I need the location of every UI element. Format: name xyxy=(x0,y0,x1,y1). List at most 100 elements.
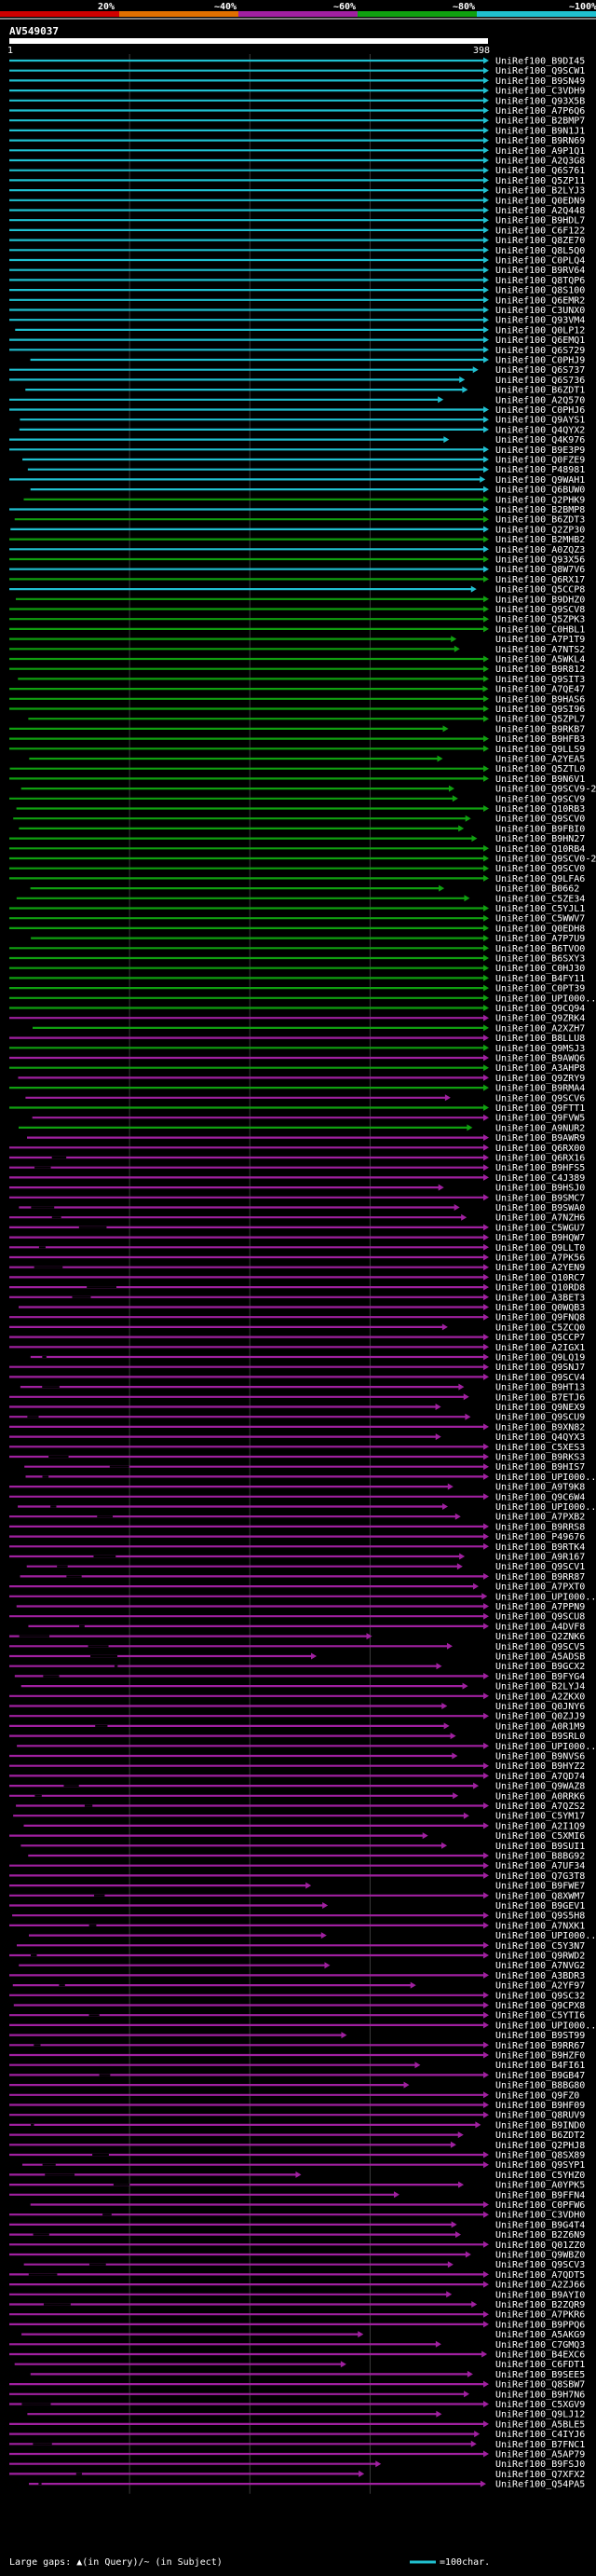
hit-label[interactable]: UniRef100_Q5CCP7 xyxy=(495,1333,585,1343)
hit-label[interactable]: UniRef100_B2LYJ3 xyxy=(495,186,585,197)
hit-label[interactable]: UniRef100_B9RN69 xyxy=(495,136,585,146)
hit-label[interactable]: UniRef100_C0PHJ9 xyxy=(495,356,585,366)
hit-label[interactable]: UniRef100_B9SUI1 xyxy=(495,1842,585,1852)
hit-label[interactable]: UniRef100_Q9LLS9 xyxy=(495,745,585,755)
hit-label[interactable]: UniRef100_Q9SCV3 xyxy=(495,2260,585,2270)
hit-label[interactable]: UniRef100_A9NUR2 xyxy=(495,1123,585,1133)
hit-label[interactable]: UniRef100_Q5CCP8 xyxy=(495,585,585,596)
hit-label[interactable]: UniRef100_C0PHJ6 xyxy=(495,405,585,416)
hit-label[interactable]: UniRef100_A7UF34 xyxy=(495,1861,585,1871)
hit-label[interactable]: UniRef100_Q6S736 xyxy=(495,376,585,386)
hit-label[interactable]: UniRef100_B9HYZ2 xyxy=(495,1761,585,1772)
hit-label[interactable]: UniRef100_Q01ZZ0 xyxy=(495,2240,585,2251)
hit-label[interactable]: UniRef100_B9HFS5 xyxy=(495,1163,585,1173)
hit-label[interactable]: UniRef100_B2MHB2 xyxy=(495,535,585,545)
hit-label[interactable]: UniRef100_B9RMA4 xyxy=(495,1084,585,1094)
hit-label[interactable]: UniRef100_Q9WBZ0 xyxy=(495,2251,585,2261)
hit-label[interactable]: UniRef100_A0ZQZ3 xyxy=(495,545,585,555)
hit-label[interactable]: UniRef100_C0HJ30 xyxy=(495,964,585,974)
hit-label[interactable]: UniRef100_A7QD74 xyxy=(495,1772,585,1782)
hit-label[interactable]: UniRef100_Q9SYP1 xyxy=(495,2160,585,2171)
hit-label[interactable]: UniRef100_C5WWV7 xyxy=(495,914,585,925)
hit-label[interactable]: UniRef100_B2Z6N9 xyxy=(495,2230,585,2240)
hit-label[interactable]: UniRef100_B9RKB7 xyxy=(495,724,585,734)
hit-label[interactable]: UniRef100_Q8SBW7 xyxy=(495,2380,585,2391)
hit-label[interactable]: UniRef100_Q9S5H8 xyxy=(495,1911,585,1922)
hit-label[interactable]: UniRef100_B9RR87 xyxy=(495,1572,585,1583)
hit-label[interactable]: UniRef100_Q9SCV9-2 xyxy=(495,785,596,795)
hit-label[interactable]: UniRef100_C4J389 xyxy=(495,1173,585,1184)
hit-label[interactable]: UniRef100_B9AWQ6 xyxy=(495,1054,585,1064)
hit-label[interactable]: UniRef100_B9RRS8 xyxy=(495,1522,585,1532)
hit-label[interactable]: UniRef100_Q9WAZ8 xyxy=(495,1782,585,1792)
hit-label[interactable]: UniRef100_C7GMQ3 xyxy=(495,2340,585,2350)
hit-label[interactable]: UniRef100_A2IGX1 xyxy=(495,1343,585,1353)
hit-label[interactable]: UniRef100_Q8SX89 xyxy=(495,2151,585,2161)
hit-label[interactable]: UniRef100_Q5ZPK3 xyxy=(495,615,585,625)
hit-label[interactable]: UniRef100_A7QDT5 xyxy=(495,2270,585,2281)
hit-label[interactable]: UniRef100_Q6EMR2 xyxy=(495,295,585,306)
hit-label[interactable]: UniRef100_B2ZQR9 xyxy=(495,2300,585,2310)
hit-label[interactable]: UniRef100_Q10RC7 xyxy=(495,1273,585,1283)
hit-label[interactable]: UniRef100_B2LYJ4 xyxy=(495,1682,585,1692)
hit-label[interactable]: UniRef100_B9DHZ0 xyxy=(495,595,585,605)
hit-label[interactable]: UniRef100_B9ST99 xyxy=(495,2031,585,2041)
hit-label[interactable]: UniRef100_A7NZH6 xyxy=(495,1213,585,1224)
hit-label[interactable]: UniRef100_B9RV64 xyxy=(495,266,585,276)
hit-label[interactable]: UniRef100_Q8ZE70 xyxy=(495,236,585,246)
hit-label[interactable]: UniRef100_B8LLU8 xyxy=(495,1034,585,1044)
hit-label[interactable]: UniRef100_B9HAS6 xyxy=(495,694,585,705)
hit-label[interactable]: UniRef100_Q8TQP6 xyxy=(495,276,585,286)
hit-label[interactable]: UniRef100_B9FYG4 xyxy=(495,1672,585,1682)
hit-label[interactable]: UniRef100_C3VDH9 xyxy=(495,87,585,97)
hit-label[interactable]: UniRef100_Q9SNJ7 xyxy=(495,1363,585,1373)
hit-label[interactable]: UniRef100_Q6S761 xyxy=(495,166,585,176)
hit-label[interactable]: UniRef100_Q9SI96 xyxy=(495,705,585,715)
hit-label[interactable]: UniRef100_Q9FTT1 xyxy=(495,1103,585,1114)
hit-label[interactable]: UniRef100_C5YHZ0 xyxy=(495,2171,585,2181)
hit-label[interactable]: UniRef100_A5AP79 xyxy=(495,2450,585,2460)
hit-label[interactable]: UniRef100_B9GCX2 xyxy=(495,1662,585,1672)
hit-label[interactable]: UniRef100_Q9LLT0 xyxy=(495,1243,585,1254)
hit-label[interactable]: UniRef100_P48981 xyxy=(495,465,585,475)
hit-label[interactable]: UniRef100_B9N1J1 xyxy=(495,126,585,136)
hit-label[interactable]: UniRef100_C0PT39 xyxy=(495,984,585,994)
hit-label[interactable]: UniRef100_Q9LFA6 xyxy=(495,874,585,884)
hit-label[interactable]: UniRef100_B9RR67 xyxy=(495,2041,585,2051)
hit-label[interactable]: UniRef100_B4EXC6 xyxy=(495,2350,585,2361)
hit-label[interactable]: UniRef100_Q9SCV5 xyxy=(495,1642,585,1652)
hit-label[interactable]: UniRef100_Q9SCU8 xyxy=(495,1612,585,1623)
hit-label[interactable]: UniRef100_B9HZF0 xyxy=(495,2051,585,2062)
hit-label[interactable]: UniRef100_Q0EDN9 xyxy=(495,196,585,206)
hit-label[interactable]: UniRef100_Q6S737 xyxy=(495,365,585,376)
hit-label[interactable]: UniRef100_Q8S100 xyxy=(495,286,585,296)
hit-label[interactable]: UniRef100_A7PXB2 xyxy=(495,1513,585,1523)
hit-label[interactable]: UniRef100_Q9LQ19 xyxy=(495,1353,585,1363)
hit-label[interactable]: UniRef100_B9SN49 xyxy=(495,76,585,87)
hit-label[interactable]: UniRef100_A0RRK6 xyxy=(495,1791,585,1802)
hit-label[interactable]: UniRef100_A3BET3 xyxy=(495,1293,585,1303)
hit-label[interactable]: UniRef100_C5ZCQ0 xyxy=(495,1322,585,1333)
hit-label[interactable]: UniRef100_B9FBI0 xyxy=(495,824,585,834)
hit-label[interactable]: UniRef100_Q10RB4 xyxy=(495,844,585,855)
hit-label[interactable]: UniRef100_Q9SC32 xyxy=(495,1991,585,2001)
hit-label[interactable]: UniRef100_C6F122 xyxy=(495,226,585,236)
hit-label[interactable]: UniRef100_A2YF97 xyxy=(495,1981,585,1992)
hit-label[interactable]: UniRef100_B2BMP8 xyxy=(495,505,585,515)
hit-label[interactable]: UniRef100_Q6BUW0 xyxy=(495,486,585,496)
hit-label[interactable]: UniRef100_Q9SCV0-2 xyxy=(495,855,596,865)
hit-label[interactable]: UniRef100_B9HFB3 xyxy=(495,734,585,745)
hit-label[interactable]: UniRef100_Q0EDH8 xyxy=(495,924,585,934)
hit-label[interactable]: UniRef100_A2I1Q9 xyxy=(495,1821,585,1831)
hit-label[interactable]: UniRef100_A7PXT0 xyxy=(495,1583,585,1593)
hit-label[interactable]: UniRef100_Q6RX17 xyxy=(495,575,585,585)
hit-label[interactable]: UniRef100_Q9CPX8 xyxy=(495,2001,585,2011)
hit-label[interactable]: UniRef100_C3UNX0 xyxy=(495,306,585,316)
hit-label[interactable]: UniRef100_A4DVF8 xyxy=(495,1622,585,1632)
hit-label[interactable]: UniRef100_Q9CQ94 xyxy=(495,1004,585,1014)
hit-label[interactable]: UniRef100_A9R167 xyxy=(495,1553,585,1563)
hit-label[interactable]: UniRef100_Q2ZNK6 xyxy=(495,1632,585,1642)
hit-label[interactable]: UniRef100_Q7XFX2 xyxy=(495,2470,585,2480)
hit-label[interactable]: UniRef100_UPI000... xyxy=(495,1473,596,1483)
hit-label[interactable]: UniRef100_B9HF09 xyxy=(495,2101,585,2111)
